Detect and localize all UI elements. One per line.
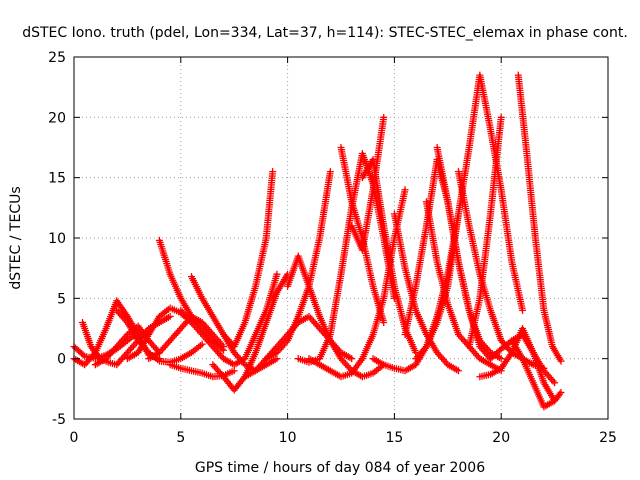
x-tick-label: 0 [70, 430, 79, 446]
series-6 [123, 304, 195, 363]
x-axis-label: GPS time / hours of day 084 of year 2006 [195, 460, 485, 476]
series-12 [209, 270, 292, 394]
data-point-interp [79, 351, 87, 359]
y-tick-label: 5 [57, 291, 66, 307]
data-point [166, 312, 174, 320]
y-tick-label: 10 [48, 231, 66, 247]
data-point [551, 379, 559, 387]
series-19 [337, 144, 388, 326]
y-tick-label: 25 [48, 50, 66, 66]
data-point [269, 168, 277, 176]
data-marks [70, 71, 565, 411]
series-29 [465, 113, 505, 351]
data-point [326, 168, 334, 176]
y-tick-label: 15 [48, 171, 66, 187]
x-tick-label: 5 [176, 430, 185, 446]
data-point [497, 355, 505, 363]
series-26 [412, 71, 527, 363]
series-23 [390, 210, 462, 375]
data-point [230, 367, 238, 375]
data-point [220, 343, 228, 351]
series-11 [166, 361, 238, 381]
series-32 [508, 337, 565, 411]
data-point [519, 306, 527, 314]
y-tick-label: 0 [57, 352, 66, 368]
data-point [557, 388, 565, 396]
x-tick-label: 15 [385, 430, 403, 446]
series-27 [433, 144, 505, 363]
data-point [557, 357, 565, 365]
y-axis-label: dSTEC / TECUs [8, 186, 24, 289]
data-point [198, 340, 206, 348]
chart-title: dSTEC Iono. truth (pdel, Lon=334, Lat=37… [22, 25, 628, 41]
data-point [380, 113, 388, 121]
data-point [273, 270, 281, 278]
data-point [273, 355, 281, 363]
series-13 [220, 168, 277, 351]
series-33 [487, 331, 559, 387]
series-31 [514, 71, 565, 365]
data-point [497, 113, 505, 121]
data-point [454, 367, 462, 375]
x-tick-label: 20 [492, 430, 510, 446]
data-point [380, 318, 388, 326]
series-16 [284, 252, 388, 381]
data-point [348, 355, 356, 363]
y-tick-label: 20 [48, 110, 66, 126]
series-25 [422, 198, 505, 375]
x-tick-label: 10 [279, 430, 297, 446]
series-5 [113, 306, 206, 366]
data-point [401, 186, 409, 194]
y-tick-label: -5 [52, 412, 66, 428]
x-tick-label: 25 [599, 430, 617, 446]
